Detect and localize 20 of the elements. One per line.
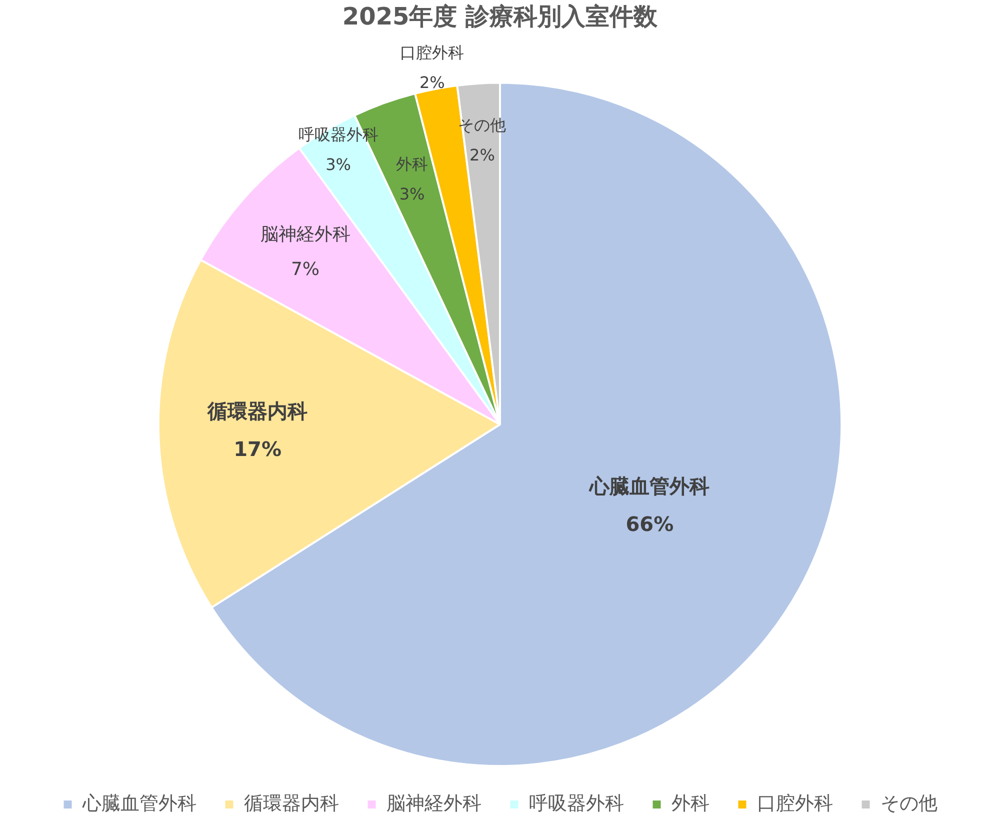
legend-label: その他 [880, 792, 938, 814]
data-label: 3% [399, 184, 425, 204]
data-label: 17% [234, 437, 282, 462]
legend-label: 心臓血管外科 [81, 792, 196, 814]
legend-label: 循環器内科 [244, 792, 339, 814]
data-label: 3% [326, 155, 351, 174]
legend-label: 呼吸器外科 [528, 792, 624, 814]
legend-label: 脳神経外科 [386, 792, 482, 814]
slice-label: 外科 [396, 154, 428, 174]
chart-title: 2025年度 診療科別入室件数 [342, 2, 659, 31]
data-label: 2% [470, 146, 495, 165]
slice-label: 口腔外科 [400, 42, 464, 62]
legend-label: 口腔外科 [756, 792, 833, 814]
slice-label: 循環器内科 [206, 399, 308, 424]
data-label: 2% [419, 72, 445, 92]
legend-label: 外科 [671, 792, 710, 814]
slice-label: 心臓血管外科 [588, 474, 710, 498]
slice-label: 脳神経外科 [260, 224, 350, 245]
data-label: 7% [290, 258, 320, 280]
data-label: 66% [626, 512, 674, 536]
